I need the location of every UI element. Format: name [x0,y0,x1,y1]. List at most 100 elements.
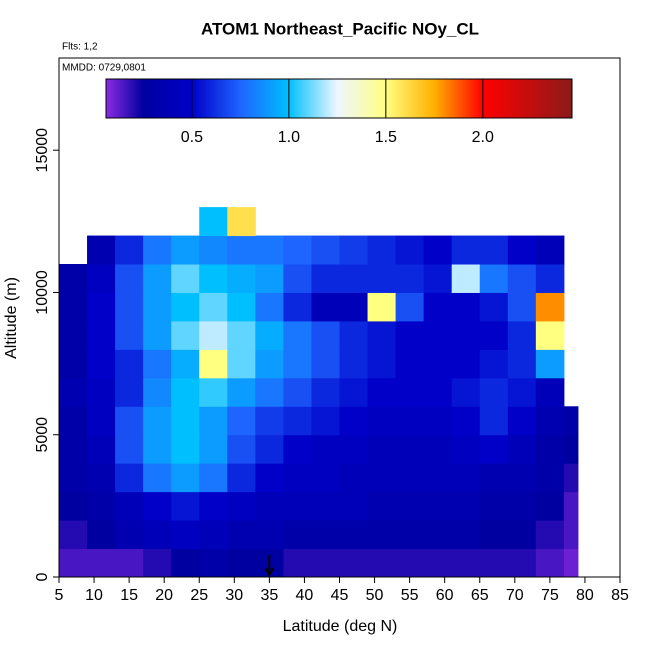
cell [283,377,312,407]
cell [59,463,88,493]
cell [227,548,256,578]
x-tick-label: 55 [401,587,419,604]
cell [367,548,397,578]
cell [143,548,172,578]
cell [115,520,144,550]
cell [255,292,284,322]
cell [143,349,172,379]
cell [395,292,425,322]
annotation: MMDD: 0729,0801 [62,63,146,74]
cell [171,463,200,493]
cell [87,349,116,379]
cell [479,520,509,550]
cell [451,463,481,493]
cell [451,235,481,265]
x-tick-label: 50 [366,587,384,604]
cell [423,235,453,265]
cell [255,320,284,350]
cell [535,377,565,407]
cell [227,491,256,521]
cell [339,349,369,379]
cell [367,491,397,521]
y-tick-label: 0 [34,572,51,581]
cell [171,320,200,350]
cell [535,320,565,350]
cell [59,434,88,464]
cell [143,434,172,464]
subtitle: Flts: 1,2 [62,42,98,53]
cell [311,463,340,493]
cell [311,235,340,265]
cell [395,434,425,464]
x-tick-label: 45 [331,587,349,604]
cell [451,434,481,464]
cell [563,434,579,464]
cell [255,377,284,407]
cell [423,463,453,493]
x-tick-label: 35 [260,587,278,604]
cell [507,320,537,350]
cell [339,320,369,350]
cell [171,349,200,379]
cell [311,349,340,379]
cell [451,520,481,550]
cell [59,406,88,436]
cell [143,235,172,265]
cell [339,463,369,493]
cell [283,463,312,493]
cell [311,264,340,293]
heatmap [59,207,579,578]
cell [423,349,453,379]
arrow [264,555,275,578]
cell [507,406,537,436]
cell [367,377,397,407]
x-tick-label: 5 [55,587,64,604]
cell [311,320,340,350]
cell [87,406,116,436]
cell [367,292,397,322]
cell [395,377,425,407]
cell [199,320,228,350]
cell [171,377,200,407]
x-tick-label: 75 [541,587,559,604]
cell [423,548,453,578]
cell [255,235,284,265]
cell [395,235,425,265]
cell [423,520,453,550]
cell [535,235,565,265]
cell [311,292,340,322]
cell [199,377,228,407]
cell [115,406,144,436]
cell [507,235,537,265]
cell [199,349,228,379]
cell [311,434,340,464]
cell [59,548,88,578]
cell [115,320,144,350]
cell [535,434,565,464]
cell [227,349,256,379]
cell [115,349,144,379]
cell [535,349,565,379]
cell [199,548,228,578]
cell [367,349,397,379]
cell [395,463,425,493]
cell [535,548,565,578]
colorbar-tick-label: 1.5 [375,129,397,146]
cell [479,377,509,407]
cell [339,520,369,550]
cell [59,292,88,322]
cell [563,406,579,436]
y-tick-label: 10000 [34,270,51,315]
cell [283,292,312,322]
cell [227,235,256,265]
x-tick-label: 65 [471,587,489,604]
chart-title: ATOM1 Northeast_Pacific NOy_CL [201,19,479,38]
cell [451,320,481,350]
x-tick-label: 20 [155,587,173,604]
cell [115,264,144,293]
colorbar [105,78,573,119]
cell [87,235,116,265]
cell [115,491,144,521]
cell [171,235,200,265]
